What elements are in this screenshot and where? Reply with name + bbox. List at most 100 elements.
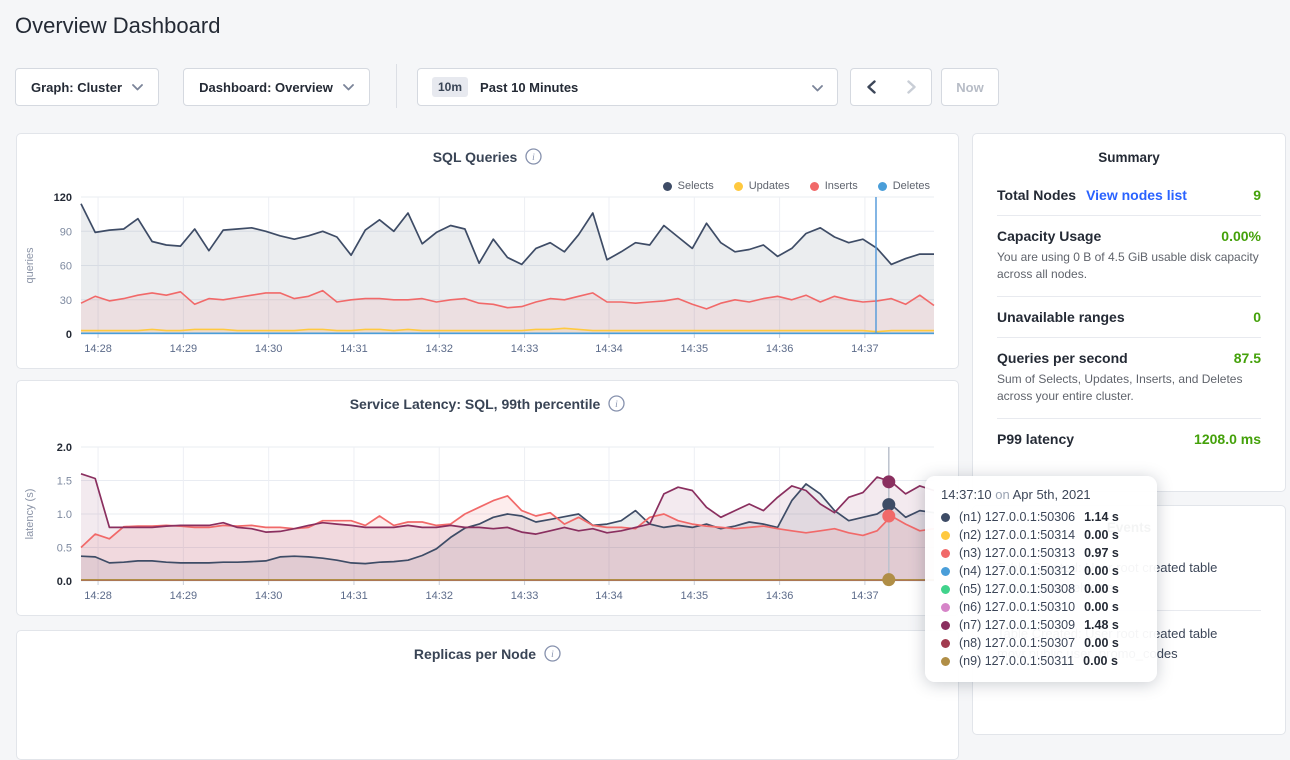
svg-text:0.0: 0.0 (57, 576, 72, 588)
chart-hover-tooltip: 14:37:10 on Apr 5th, 2021 (n1) 127.0.0.1… (925, 476, 1157, 682)
tooltip-row: (n1) 127.0.0.1:50306 1.14 s (941, 508, 1141, 526)
tooltip-node-value: 0.00 s (1084, 582, 1119, 596)
tooltip-row: (n8) 127.0.0.1:50307 0.00 s (941, 634, 1141, 652)
svg-text:14:33: 14:33 (511, 590, 539, 602)
node-color-dot-icon (941, 638, 950, 648)
time-forward-button[interactable] (891, 68, 932, 106)
svg-text:14:29: 14:29 (170, 590, 198, 602)
tooltip-row: (n7) 127.0.0.1:50309 1.48 s (941, 616, 1141, 634)
svg-text:0: 0 (66, 329, 72, 341)
time-range-label: Past 10 Minutes (480, 79, 579, 95)
svg-text:30: 30 (60, 295, 72, 307)
capacity-usage-value: 0.00% (1221, 228, 1261, 244)
node-color-dot-icon (941, 656, 950, 666)
chevron-down-icon (132, 83, 143, 90)
legend-dot-icon (877, 181, 887, 191)
tooltip-node-value: 0.00 s (1084, 636, 1119, 650)
svg-text:14:30: 14:30 (255, 343, 283, 355)
service-latency-panel: Service Latency: SQL, 99th percentile i … (16, 380, 959, 616)
info-icon[interactable]: i (525, 148, 542, 165)
time-back-button[interactable] (850, 68, 892, 106)
legend-dot-icon (733, 181, 743, 191)
legend-label: Deletes (892, 180, 930, 192)
tooltip-node-label: (n1) 127.0.0.1:50306 (959, 510, 1076, 524)
tooltip-node-label: (n2) 127.0.0.1:50314 (959, 528, 1076, 542)
svg-text:14:30: 14:30 (255, 590, 283, 602)
info-icon[interactable]: i (544, 645, 561, 662)
tooltip-node-value: 0.00 s (1084, 600, 1119, 614)
svg-text:14:36: 14:36 (766, 590, 794, 602)
svg-text:14:34: 14:34 (595, 590, 623, 602)
page-title: Overview Dashboard (15, 13, 221, 38)
chevron-right-icon (906, 80, 916, 94)
legend-label: Inserts (824, 180, 858, 192)
tooltip-node-value: 0.00 s (1084, 564, 1119, 578)
svg-text:14:31: 14:31 (340, 590, 368, 602)
legend-item-selects[interactable]: Selects (662, 180, 714, 192)
svg-text:14:32: 14:32 (425, 343, 453, 355)
tooltip-row: (n9) 127.0.0.1:50311 0.00 s (941, 652, 1141, 670)
chevron-left-icon (866, 80, 876, 94)
tooltip-node-value: 0.00 s (1083, 654, 1118, 668)
tooltip-node-value: 1.14 s (1084, 510, 1119, 524)
summary-heading: Summary (1098, 150, 1160, 165)
view-nodes-list-link[interactable]: View nodes list (1086, 187, 1187, 203)
tooltip-node-label: (n3) 127.0.0.1:50313 (959, 546, 1076, 560)
tooltip-node-label: (n7) 127.0.0.1:50309 (959, 618, 1076, 632)
svg-text:14:31: 14:31 (340, 343, 368, 355)
toolbar-divider (396, 64, 397, 108)
unavailable-ranges-label: Unavailable ranges (997, 308, 1125, 325)
legend-label: Selects (677, 180, 714, 192)
p99-latency-value: 1208.0 ms (1194, 430, 1261, 447)
svg-text:14:33: 14:33 (511, 343, 539, 355)
node-color-dot-icon (941, 566, 950, 576)
dashboard-dropdown[interactable]: Dashboard: Overview (183, 68, 370, 106)
node-color-dot-icon (941, 548, 950, 558)
summary-row-total-nodes: Total Nodes View nodes list 9 (997, 175, 1261, 215)
sql-queries-chart[interactable]: 0 30 60 90 120 14:28 14:29 14:30 14:31 14:32 14:33… (17, 134, 958, 368)
legend-dot-icon (662, 181, 672, 191)
tooltip-node-value: 1.48 s (1084, 618, 1119, 632)
svg-text:14:28: 14:28 (84, 343, 112, 355)
service-latency-chart[interactable]: 0.0 0.5 1.0 1.5 2.0 14:28 14:29 14:30 14:31 14:32… (17, 381, 958, 615)
tooltip-row: (n4) 127.0.0.1:50312 0.00 s (941, 562, 1141, 580)
svg-text:1.0: 1.0 (57, 509, 72, 521)
tooltip-node-label: (n8) 127.0.0.1:50307 (959, 636, 1076, 650)
svg-text:queries: queries (24, 247, 36, 284)
node-color-dot-icon (941, 530, 950, 540)
tooltip-node-value: 0.97 s (1084, 546, 1119, 560)
node-color-dot-icon (941, 620, 950, 630)
svg-text:14:35: 14:35 (681, 343, 709, 355)
qps-desc: Sum of Selects, Updates, Inserts, and De… (997, 371, 1243, 404)
svg-text:14:29: 14:29 (170, 343, 198, 355)
service-latency-title: Service Latency: SQL, 99th percentile (349, 395, 601, 412)
now-button[interactable]: Now (941, 68, 999, 106)
capacity-usage-desc: You are using 0 B of 4.5 GiB usable disk… (997, 250, 1259, 282)
svg-text:14:36: 14:36 (766, 343, 794, 355)
dashboard-dropdown-label: Dashboard: Overview (199, 79, 333, 95)
legend-item-updates[interactable]: Updates (733, 180, 790, 192)
tooltip-row: (n5) 127.0.0.1:50308 0.00 s (941, 580, 1141, 598)
svg-text:60: 60 (60, 261, 72, 273)
legend-item-inserts[interactable]: Inserts (809, 180, 858, 192)
info-icon[interactable]: i (608, 395, 625, 412)
total-nodes-label: Total Nodes (997, 187, 1077, 203)
time-range-dropdown[interactable]: 10m Past 10 Minutes (417, 68, 838, 106)
legend-label: Updates (748, 180, 790, 192)
graph-dropdown[interactable]: Graph: Cluster (15, 68, 159, 106)
replicas-per-node-panel: Replicas per Node i (16, 630, 959, 760)
svg-text:2.0: 2.0 (57, 442, 72, 454)
sql-queries-title: SQL Queries (432, 148, 518, 165)
svg-text:14:32: 14:32 (425, 590, 453, 602)
svg-text:latency (s): latency (s) (24, 489, 36, 540)
svg-text:1.5: 1.5 (57, 476, 72, 488)
tooltip-timestamp: 14:37:10 on Apr 5th, 2021 (941, 487, 1091, 502)
legend-item-deletes[interactable]: Deletes (877, 180, 930, 192)
svg-text:0.5: 0.5 (57, 543, 72, 555)
summary-row-qps: Queries per second 87.5 Sum of Selects, … (997, 336, 1261, 418)
total-nodes-value: 9 (1253, 187, 1261, 203)
legend-dot-icon (809, 181, 819, 191)
chevron-down-icon (342, 83, 354, 90)
node-color-dot-icon (941, 584, 950, 594)
svg-text:14:37: 14:37 (851, 590, 879, 602)
